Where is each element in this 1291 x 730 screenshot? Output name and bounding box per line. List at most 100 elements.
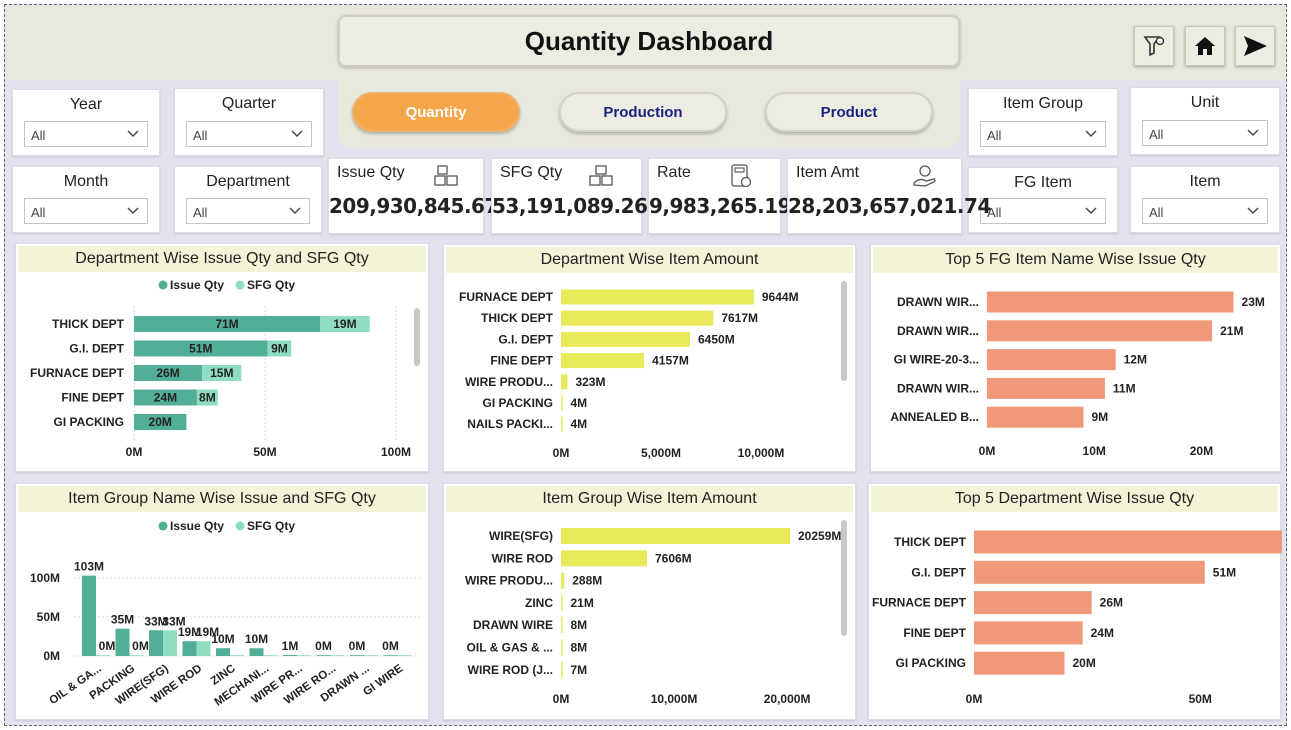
quarter-slicer[interactable]: Quarter All — [174, 88, 324, 156]
chart-title: Item Group Name Wise Issue and SFG Qty — [18, 486, 426, 512]
data-label: 0M — [132, 639, 149, 653]
data-label: 0M — [382, 639, 399, 653]
category-label: THICK DEPT — [52, 317, 125, 331]
bar — [230, 655, 244, 656]
item-dropdown[interactable]: All — [1142, 198, 1268, 224]
scrollbar[interactable] — [841, 281, 847, 381]
category-label: GI PACKING — [483, 396, 553, 410]
money-hand-icon — [912, 163, 938, 194]
month-slicer[interactable]: Month All — [12, 166, 160, 233]
category-label: DRAWN WIR... — [897, 324, 979, 338]
x-tick-label: 0M — [966, 692, 983, 706]
month-dropdown[interactable]: All — [24, 198, 148, 224]
fg-item-dropdown[interactable]: All — [980, 198, 1106, 224]
quarter-dropdown[interactable]: All — [186, 121, 312, 147]
item-group-slicer-label: Item Group — [1002, 95, 1084, 112]
department-slicer[interactable]: Department All — [174, 166, 322, 233]
nav-product-button[interactable]: Product — [765, 92, 933, 132]
chart-panel-dept-item-amount: Department Wise Item Amount FURNACE DEPT… — [443, 244, 856, 472]
department-dropdown[interactable]: All — [186, 198, 310, 224]
category-label: FURNACE DEPT — [459, 290, 554, 304]
x-tick-label: 0M — [553, 692, 570, 706]
legend-marker — [235, 521, 245, 531]
legend-marker — [158, 280, 168, 290]
department-value: All — [193, 205, 208, 220]
category-label: THICK DEPT — [894, 535, 967, 549]
data-label: 0M — [315, 639, 332, 653]
data-label: 9M — [1091, 410, 1108, 424]
year-dropdown[interactable]: All — [24, 121, 148, 147]
year-slicer[interactable]: Year All — [12, 89, 160, 156]
data-label: 9M — [271, 342, 288, 356]
data-label: 4157M — [652, 354, 689, 368]
item-group-value: All — [987, 128, 1002, 143]
category-label: OIL & GAS & ... — [467, 641, 553, 655]
item-group-dropdown[interactable]: All — [980, 121, 1106, 147]
category-label: THICK DEPT — [481, 311, 554, 325]
bar — [196, 389, 218, 406]
category-label: WIRE ROD — [492, 551, 554, 565]
next-page-button[interactable] — [1235, 26, 1275, 66]
data-label: 19M — [333, 317, 356, 331]
category-label: G.I. DEPT — [69, 342, 124, 356]
category-label: GI PACKING — [54, 415, 124, 429]
bar — [202, 365, 242, 381]
issue-qty-value: 209,930,845.67 — [329, 194, 498, 218]
data-label: 15M — [210, 366, 233, 380]
bar — [249, 648, 264, 656]
calculator-icon — [729, 163, 753, 194]
scrollbar[interactable] — [414, 308, 420, 366]
data-label: 21M — [1220, 324, 1243, 338]
item-slicer[interactable]: Item All — [1130, 166, 1280, 233]
data-label: 26M — [156, 366, 179, 380]
chart-title: Top 5 Department Wise Issue Qty — [871, 486, 1278, 512]
bar — [149, 630, 163, 656]
scrollbar[interactable] — [841, 520, 847, 636]
data-label: 26M — [1100, 596, 1123, 610]
fg-item-slicer[interactable]: FG Item All — [968, 167, 1118, 233]
bar — [216, 648, 230, 656]
data-label: 0M — [99, 639, 116, 653]
category-label: WIRE(SFG) — [489, 529, 553, 543]
bar — [561, 374, 568, 390]
nav-production-button[interactable]: Production — [559, 92, 727, 132]
x-tick-label: 5,000M — [641, 446, 681, 460]
chart-title: Department Wise Issue Qty and SFG Qty — [18, 246, 426, 272]
chevron-down-icon — [126, 203, 140, 220]
rate-label: Rate — [657, 164, 691, 181]
home-button[interactable] — [1185, 26, 1225, 66]
bar — [974, 651, 1065, 675]
unit-dropdown[interactable]: All — [1142, 120, 1268, 146]
x-tick-label: 10,000M — [738, 446, 785, 460]
category-label: FINE DEPT — [903, 626, 966, 640]
bar — [350, 655, 364, 656]
bar — [182, 641, 197, 656]
bar — [561, 353, 645, 369]
bar — [561, 528, 791, 544]
data-label: 19M — [178, 625, 201, 639]
clear-filters-button[interactable] — [1134, 26, 1174, 66]
bar — [283, 655, 297, 656]
data-label: 20M — [1073, 656, 1096, 670]
x-tick-label: 50M — [1189, 692, 1212, 706]
nav-quantity-button[interactable]: Quantity — [352, 92, 520, 132]
bar — [134, 389, 197, 406]
x-tick-label: 50M — [253, 445, 276, 459]
bar — [987, 291, 1234, 313]
y-tick-label: 50M — [37, 610, 60, 624]
item-group-slicer[interactable]: Item Group All — [968, 88, 1118, 156]
data-label: 35M — [111, 613, 134, 627]
data-label: 7606M — [655, 551, 692, 565]
legend-label: SFG Qty — [247, 278, 295, 292]
data-label: 8M — [571, 641, 588, 655]
category-label: WIRE ROD (J... — [468, 663, 553, 677]
category-label: FURNACE DEPT — [872, 596, 967, 610]
chart-panel-dept-issue-sfg: Department Wise Issue Qty and SFG Qty Is… — [15, 243, 429, 472]
bar — [115, 628, 130, 656]
unit-slicer[interactable]: Unit All — [1130, 87, 1280, 155]
bar — [974, 591, 1092, 615]
data-label: 8M — [199, 391, 216, 405]
data-label: 1M — [282, 639, 299, 653]
chevron-down-icon — [1246, 203, 1260, 220]
data-label: 323M — [575, 375, 605, 389]
